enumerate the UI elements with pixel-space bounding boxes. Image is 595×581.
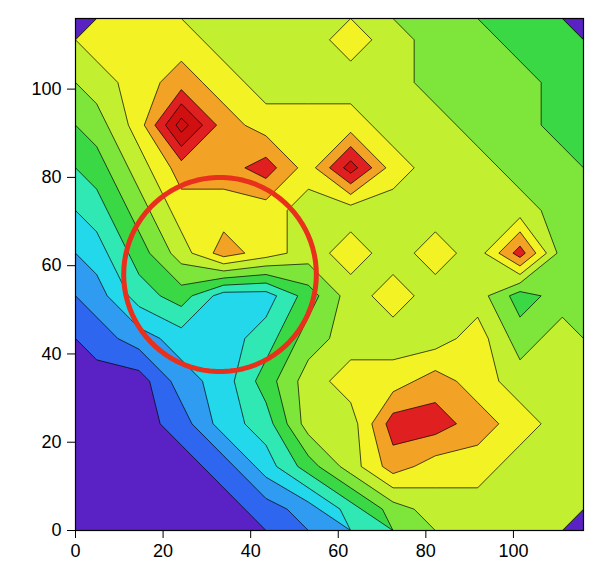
svg-text:60: 60 [328,541,348,561]
svg-text:0: 0 [51,520,61,540]
svg-text:100: 100 [31,79,61,99]
svg-text:0: 0 [70,541,80,561]
svg-text:20: 20 [41,432,61,452]
svg-text:20: 20 [153,541,173,561]
svg-text:40: 40 [241,541,261,561]
svg-text:60: 60 [41,255,61,275]
svg-text:40: 40 [41,344,61,364]
svg-text:80: 80 [416,541,436,561]
svg-text:80: 80 [41,167,61,187]
svg-text:100: 100 [498,541,528,561]
